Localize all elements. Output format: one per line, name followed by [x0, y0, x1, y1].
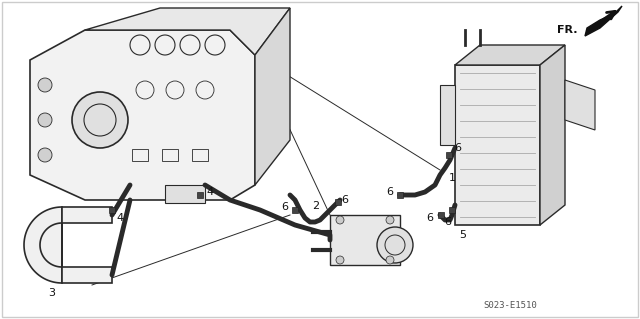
Polygon shape [440, 85, 455, 145]
Text: 3: 3 [49, 288, 56, 298]
Polygon shape [540, 45, 565, 225]
Polygon shape [30, 30, 255, 200]
Circle shape [38, 113, 52, 127]
Circle shape [386, 256, 394, 264]
Circle shape [336, 256, 344, 264]
Bar [192, 149, 208, 161]
Bar [109, 207, 115, 213]
Text: 1: 1 [449, 173, 456, 183]
Polygon shape [455, 45, 565, 65]
Polygon shape [85, 8, 290, 55]
Text: S023-E1510: S023-E1510 [483, 300, 537, 309]
Polygon shape [585, 6, 622, 36]
Text: 5: 5 [460, 230, 467, 240]
Text: 6: 6 [282, 202, 289, 212]
Polygon shape [565, 80, 595, 130]
Polygon shape [62, 267, 112, 283]
Bar [165, 185, 205, 203]
Text: 4: 4 [116, 213, 124, 223]
Bar [438, 212, 444, 218]
Text: 6: 6 [454, 143, 461, 153]
Text: 6: 6 [342, 195, 349, 205]
Bar [446, 152, 452, 158]
Circle shape [38, 78, 52, 92]
Bar [330, 215, 400, 265]
Polygon shape [255, 8, 290, 185]
Circle shape [72, 92, 128, 148]
Circle shape [377, 227, 413, 263]
Bar [197, 192, 203, 198]
Bar [162, 149, 178, 161]
Text: 6: 6 [426, 213, 433, 223]
Bar [449, 207, 455, 213]
Text: 6: 6 [387, 187, 394, 197]
Text: 6: 6 [445, 217, 451, 227]
Text: 2: 2 [312, 201, 319, 211]
Polygon shape [62, 207, 112, 223]
Circle shape [336, 216, 344, 224]
Bar [292, 207, 298, 213]
Bar [335, 199, 341, 205]
Bar [397, 192, 403, 198]
Text: FR.: FR. [557, 25, 578, 35]
Circle shape [38, 148, 52, 162]
Circle shape [386, 216, 394, 224]
Polygon shape [24, 207, 62, 283]
Text: 4: 4 [207, 187, 214, 197]
Bar [455, 65, 540, 225]
Bar [132, 149, 148, 161]
